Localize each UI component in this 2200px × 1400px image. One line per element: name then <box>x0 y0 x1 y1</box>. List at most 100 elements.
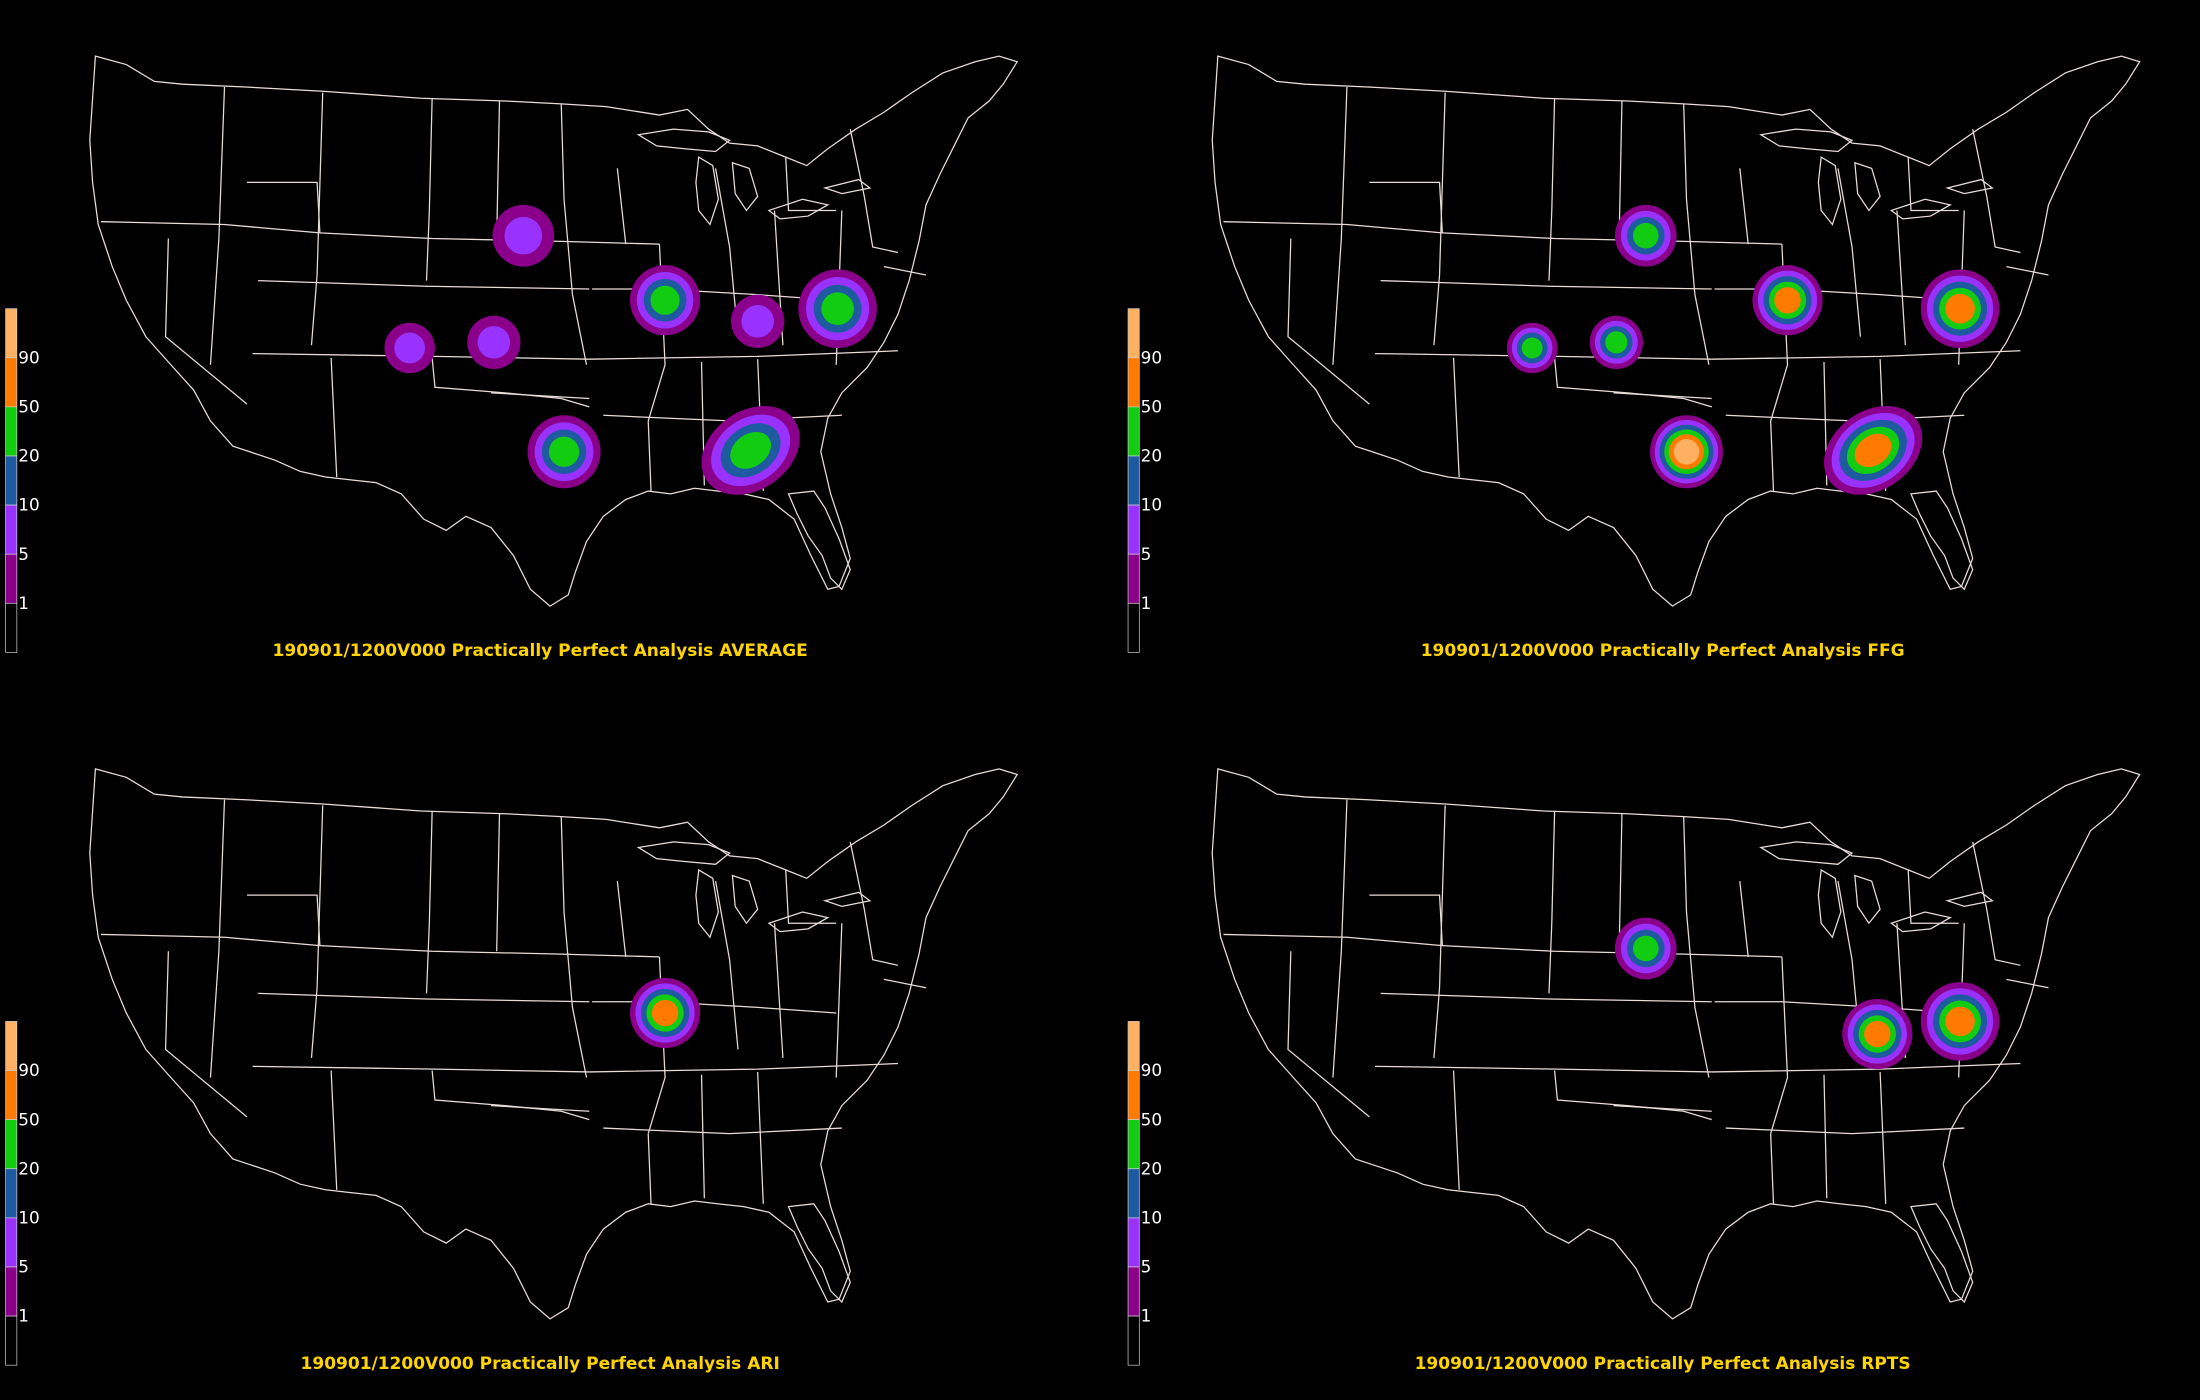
state-boundary <box>714 881 739 1050</box>
colorbar-swatch-3 <box>1127 455 1140 506</box>
great-lake <box>1854 161 1881 212</box>
state-boundary <box>835 923 843 1078</box>
state-boundary <box>258 279 590 290</box>
blob-texas-north <box>527 415 601 489</box>
state-boundary <box>1369 181 1443 233</box>
state-boundary <box>1553 1070 1712 1121</box>
state-boundary <box>1770 1133 1775 1204</box>
state-boundary <box>603 1127 842 1135</box>
blob-nebraska-sd <box>1614 204 1677 267</box>
colorbar-swatch-5 <box>1127 1070 1140 1120</box>
blob-ohio-wv <box>798 269 877 348</box>
florida-outline <box>1910 490 1974 591</box>
blob-illinois <box>629 977 701 1049</box>
state-boundary <box>330 357 338 478</box>
contour-level-90 <box>1673 439 1700 465</box>
colorbar-swatch-1 <box>1127 1266 1140 1317</box>
state-boundary <box>491 1104 590 1112</box>
colorbar-swatch-0 <box>5 602 18 653</box>
colorbar-swatch-5 <box>5 1070 18 1120</box>
probability-contours <box>1506 204 2000 495</box>
blob-texas-north <box>1650 415 1723 489</box>
state-boundary <box>1332 799 1348 1078</box>
state-boundary <box>1287 951 1370 1118</box>
state-boundary <box>1380 992 1712 1003</box>
colorbar-label-20: 20 <box>1141 1158 1162 1178</box>
great-lake <box>1889 911 1952 933</box>
great-lake <box>767 911 830 933</box>
state-boundary <box>603 414 842 422</box>
colorbar: 1 5 10 20 50 90 <box>1127 1021 1162 1366</box>
country-outline <box>89 55 1019 607</box>
colorbar-swatch-1 <box>1127 553 1140 604</box>
state-boundary <box>647 420 652 492</box>
colorbar-label-5: 5 <box>18 544 29 564</box>
panel-title-4: 190901/1200V000 Practically Perfect Anal… <box>1414 1354 1911 1375</box>
state-boundary <box>1548 810 1556 994</box>
colorbar-label-1: 1 <box>1141 1306 1152 1326</box>
state-boundary <box>1770 420 1775 492</box>
great-lake <box>636 128 731 153</box>
great-lake <box>636 841 731 865</box>
state-boundary <box>1770 956 1789 1134</box>
state-boundary <box>1618 101 1623 239</box>
state-boundary <box>647 1133 652 1204</box>
state-boundary <box>1714 288 1959 301</box>
contour-level-50 <box>651 999 679 1027</box>
state-boundary <box>258 992 590 1003</box>
great-lake <box>1759 841 1854 865</box>
colorbar-label-10: 10 <box>1141 1207 1162 1227</box>
country-outline <box>1211 768 2141 1320</box>
state-boundary <box>1369 894 1443 946</box>
state-boundary <box>560 816 588 1078</box>
state-boundary <box>589 1062 898 1073</box>
state-boundary <box>849 841 899 966</box>
contour-level-5 <box>477 326 511 359</box>
map-panel-2: 1 5 10 20 50 90 <box>1127 55 2141 653</box>
great-lake <box>1889 198 1952 220</box>
colorbar-label-10: 10 <box>1141 495 1162 515</box>
colorbar-label-10: 10 <box>18 1207 39 1227</box>
state-boundary <box>496 101 501 239</box>
state-boundary <box>1896 210 1906 346</box>
state-boundary <box>1380 279 1712 290</box>
state-boundary <box>209 799 226 1078</box>
contour-level-20 <box>730 431 772 469</box>
state-boundary <box>101 221 660 245</box>
contour-level-20 <box>1632 222 1659 249</box>
blob-illinois <box>1752 265 1823 336</box>
colorbar-label-90: 90 <box>18 1060 39 1080</box>
colorbar-swatch-2 <box>5 504 18 555</box>
colorbar-label-90: 90 <box>1141 347 1162 367</box>
state-boundary <box>1332 86 1348 365</box>
colorbar-label-50: 50 <box>1141 1109 1162 1129</box>
basemap <box>1211 768 2141 1320</box>
state-boundary <box>1548 98 1556 281</box>
state-boundary <box>1613 392 1712 400</box>
colorbar: 1 5 10 20 50 90 <box>1127 308 1162 653</box>
great-lake <box>1817 868 1842 939</box>
state-boundary <box>883 265 927 276</box>
state-boundary <box>1823 1074 1828 1199</box>
state-boundary <box>1452 1070 1460 1190</box>
basemap <box>1211 55 2141 607</box>
blob-kentucky <box>1842 998 1913 1070</box>
state-boundary <box>2006 978 2049 989</box>
contour-level-50 <box>1945 293 1975 324</box>
florida-outline <box>787 490 851 591</box>
state-boundary <box>431 357 590 408</box>
blob-colorado-east <box>467 315 521 370</box>
colorbar: 1 5 10 20 50 90 <box>5 1021 40 1366</box>
state-boundary <box>330 1070 338 1190</box>
panel-title-3: 190901/1200V000 Practically Perfect Anal… <box>300 1354 780 1375</box>
state-boundary <box>1287 238 1370 405</box>
state-boundary <box>700 1074 705 1199</box>
colorbar-swatch-3 <box>5 455 18 506</box>
blob-nebraska-sd <box>1614 917 1677 980</box>
blob-indiana <box>730 294 785 348</box>
colorbar-label-5: 5 <box>18 1257 29 1277</box>
colorbar-label-90: 90 <box>1141 1060 1162 1080</box>
contour-level-20 <box>1605 331 1628 354</box>
colorbar-label-10: 10 <box>18 495 39 515</box>
